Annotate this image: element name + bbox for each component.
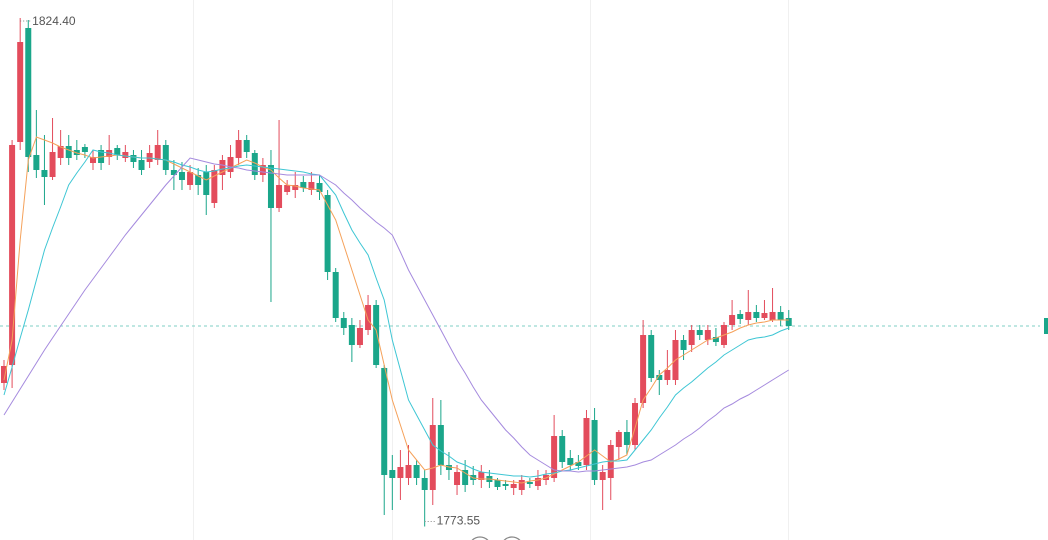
candle-body — [656, 375, 663, 380]
candle-body — [57, 146, 64, 158]
candle-body — [680, 340, 687, 350]
candle-body — [316, 183, 323, 192]
high-annotation: 1824.40 — [32, 14, 76, 28]
candle-body — [421, 478, 428, 490]
candle-body — [559, 436, 566, 462]
candle-body — [195, 175, 202, 185]
candle-body — [251, 153, 258, 175]
candle-body — [429, 425, 436, 490]
candle-body — [25, 28, 32, 157]
candle-body — [478, 472, 485, 480]
candle-body — [745, 312, 752, 320]
candle-body — [688, 330, 695, 345]
candle-body — [583, 418, 590, 465]
last-price-marker — [1044, 318, 1048, 334]
candle-body — [648, 335, 655, 378]
candle-body — [437, 425, 444, 465]
candle-body — [65, 146, 72, 158]
candle-body — [454, 472, 461, 485]
ma-line — [3, 136, 789, 484]
candle-body — [712, 337, 719, 342]
candle-body — [114, 148, 121, 155]
ma-line — [3, 157, 789, 473]
candle-body — [737, 314, 744, 319]
candle-body — [9, 145, 16, 365]
candle-body — [259, 165, 266, 175]
candle-body — [17, 42, 24, 142]
nav-button[interactable] — [469, 536, 491, 540]
candle-body — [227, 157, 234, 172]
candle-body — [162, 145, 169, 170]
candle-body — [704, 330, 711, 340]
candle-body — [324, 195, 331, 272]
candle-body — [389, 470, 396, 478]
candle-body — [219, 160, 226, 175]
candle-body — [623, 432, 630, 445]
candle-body — [551, 436, 558, 478]
candle-body — [405, 465, 412, 478]
ma-line — [3, 149, 789, 478]
candle-body — [33, 155, 40, 170]
candle-body — [81, 147, 88, 152]
candle-body — [292, 185, 299, 190]
candle-body — [332, 272, 339, 318]
candle-body — [284, 185, 291, 192]
candle-body — [664, 370, 671, 380]
candle-body — [243, 140, 250, 152]
candle-body — [567, 458, 574, 465]
candle-body — [1, 366, 7, 383]
nav-button[interactable] — [501, 536, 523, 540]
candle-body — [154, 145, 161, 160]
candle-body — [187, 172, 194, 185]
candle-body — [696, 330, 703, 335]
candle-body — [365, 305, 372, 330]
candle-body — [761, 313, 768, 318]
candle-body — [526, 482, 533, 484]
candle-body — [130, 155, 137, 162]
candle-body — [632, 403, 639, 445]
candle-body — [178, 172, 185, 180]
candle-body — [300, 182, 307, 188]
candle-body — [518, 480, 525, 490]
candle-body — [340, 318, 347, 328]
candle-body — [122, 152, 129, 158]
candle-body — [397, 467, 404, 478]
candle-body — [753, 312, 760, 318]
candle-body — [373, 305, 380, 365]
candle-body — [276, 185, 283, 208]
candle-body — [769, 312, 776, 320]
candle-body — [502, 484, 509, 486]
candle-body — [170, 170, 177, 175]
low-annotation: 1773.55 — [437, 514, 481, 528]
candle-body — [785, 318, 792, 326]
candle-body — [462, 470, 469, 485]
candle-body — [308, 182, 315, 190]
candle-body — [211, 170, 218, 203]
candle-body — [599, 472, 606, 480]
candle-body — [494, 480, 501, 487]
candle-body — [138, 160, 145, 170]
candle-body — [575, 462, 582, 466]
candle-body — [89, 157, 96, 163]
candle-body — [356, 328, 363, 345]
candle-body — [534, 478, 541, 486]
candle-body — [381, 368, 388, 475]
candle-body — [348, 325, 355, 345]
candle-body — [777, 312, 784, 320]
candle-body — [729, 315, 736, 325]
candle-body — [640, 335, 647, 403]
candle-body — [413, 465, 420, 478]
candle-body — [267, 165, 274, 208]
candle-body — [615, 432, 622, 447]
candle-body — [49, 152, 56, 177]
candle-body — [510, 484, 517, 488]
candle-body — [41, 170, 48, 177]
candle-body — [203, 172, 210, 195]
candle-body — [235, 140, 242, 158]
